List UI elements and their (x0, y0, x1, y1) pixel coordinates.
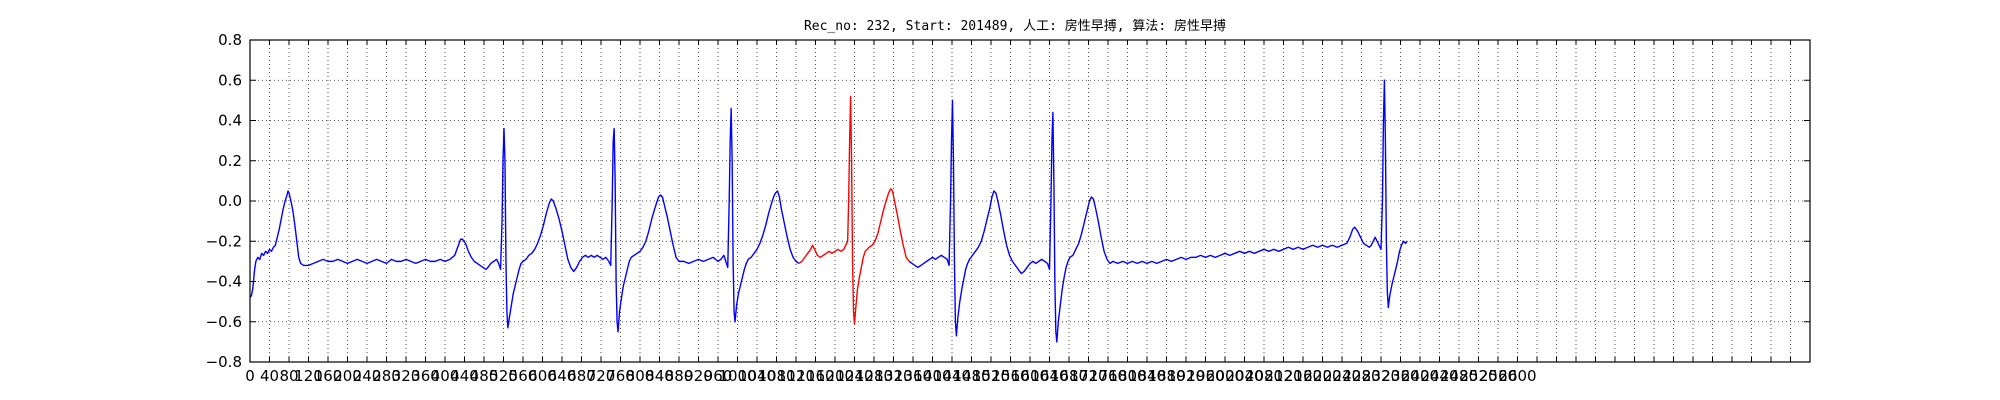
x-tick-label: 2280 (1342, 367, 1380, 385)
x-tick-label: 440 (450, 367, 479, 385)
x-tick-label: 280 (372, 367, 401, 385)
ecg-trace-segment-2 (798, 95, 910, 325)
x-tick-label: 1800 (1108, 367, 1146, 385)
x-tick-label: 400 (431, 367, 460, 385)
x-tick-label: 600 (528, 367, 557, 385)
x-tick-label: 80 (279, 367, 298, 385)
ecg-trace-segment-1 (249, 107, 800, 333)
x-tick-label: 320 (392, 367, 421, 385)
y-tick-label: 0.6 (218, 71, 242, 89)
x-tick-label: 1960 (1186, 367, 1224, 385)
x-tick-label: 2480 (1440, 367, 1478, 385)
x-tick-label: 1480 (952, 367, 990, 385)
x-tick-label: 40 (260, 367, 279, 385)
x-tick-label: 1880 (1147, 367, 1185, 385)
x-tick-label: 1920 (1167, 367, 1205, 385)
x-tick-label: 0 (245, 367, 255, 385)
x-tick-label: 2080 (1245, 367, 1283, 385)
grid (250, 40, 1810, 362)
x-tick-label: 2000 (1206, 367, 1244, 385)
chart-title: Rec_no: 232, Start: 201489, 人工: 房性早搏, 算法… (804, 18, 1226, 34)
x-tick-label: 1000 (718, 367, 756, 385)
x-tick-label: 1840 (1128, 367, 1166, 385)
trace-layer (249, 79, 1408, 343)
x-tick-label: 360 (411, 367, 440, 385)
x-tick-label: 880 (665, 367, 694, 385)
x-tick-label: 640 (548, 367, 577, 385)
x-tick-label: 560 (509, 367, 538, 385)
x-tick-label: 1400 (913, 367, 951, 385)
x-tick-label: 1520 (972, 367, 1010, 385)
x-tick-label: 1360 (894, 367, 932, 385)
x-tick-label: 760 (606, 367, 635, 385)
x-tick-label: 2120 (1264, 367, 1302, 385)
y-tick-label: −0.4 (206, 273, 242, 291)
y-tick-label: 0.2 (218, 152, 242, 170)
x-tick-label: 1440 (933, 367, 971, 385)
x-tick-label: 1760 (1089, 367, 1127, 385)
y-tick-label: −0.2 (206, 232, 242, 250)
x-tick-label: 2360 (1381, 367, 1419, 385)
x-tick-label: 1280 (855, 367, 893, 385)
x-tick-label: 720 (587, 367, 616, 385)
y-tick-label: −0.8 (206, 353, 242, 371)
x-tick-label: 1680 (1050, 367, 1088, 385)
x-tick-label: 2560 (1479, 367, 1517, 385)
x-tick-label: 1040 (738, 367, 776, 385)
x-tick-label: 680 (567, 367, 596, 385)
x-tick-label: 2400 (1401, 367, 1439, 385)
x-tick-label: 960 (704, 367, 733, 385)
x-tick-label: 240 (353, 367, 382, 385)
y-tick-label: 0.0 (218, 192, 242, 210)
x-tick-label: 1080 (757, 367, 795, 385)
y-tick-label: 0.8 (218, 31, 242, 49)
x-tick-label: 1200 (816, 367, 854, 385)
x-tick-label: 1320 (874, 367, 912, 385)
x-tick-label: 1720 (1069, 367, 1107, 385)
x-tick-label: 1560 (991, 367, 1029, 385)
x-tick-label: 1160 (796, 367, 834, 385)
x-tick-label: 920 (684, 367, 713, 385)
y-tick-label: 0.4 (218, 112, 242, 130)
x-tick-label: 2320 (1362, 367, 1400, 385)
x-tick-label: 1120 (777, 367, 815, 385)
x-tick-label: 1600 (1011, 367, 1049, 385)
x-tick-label: 1640 (1030, 367, 1068, 385)
x-tick-label: 2160 (1284, 367, 1322, 385)
x-tick-label: 1240 (835, 367, 873, 385)
x-tick-label: 120 (294, 367, 323, 385)
x-tick-label: 200 (333, 367, 362, 385)
x-tick-label: 2200 (1303, 367, 1341, 385)
x-tick-label: 2520 (1459, 367, 1497, 385)
x-tick-label: 2600 (1498, 367, 1536, 385)
x-tick-label: 800 (626, 367, 655, 385)
x-tick-label: 2440 (1420, 367, 1458, 385)
ticks: 0 40 8012016020024028032036040044048052056… (206, 31, 1811, 385)
x-tick-label: 480 (470, 367, 499, 385)
ecg-trace-segment-3 (908, 79, 1408, 343)
x-tick-label: 160 (314, 367, 343, 385)
x-tick-label: 2240 (1323, 367, 1361, 385)
y-tick-label: −0.6 (206, 313, 242, 331)
x-tick-label: 840 (645, 367, 674, 385)
x-tick-label: 2040 (1225, 367, 1263, 385)
x-tick-label: 520 (489, 367, 518, 385)
